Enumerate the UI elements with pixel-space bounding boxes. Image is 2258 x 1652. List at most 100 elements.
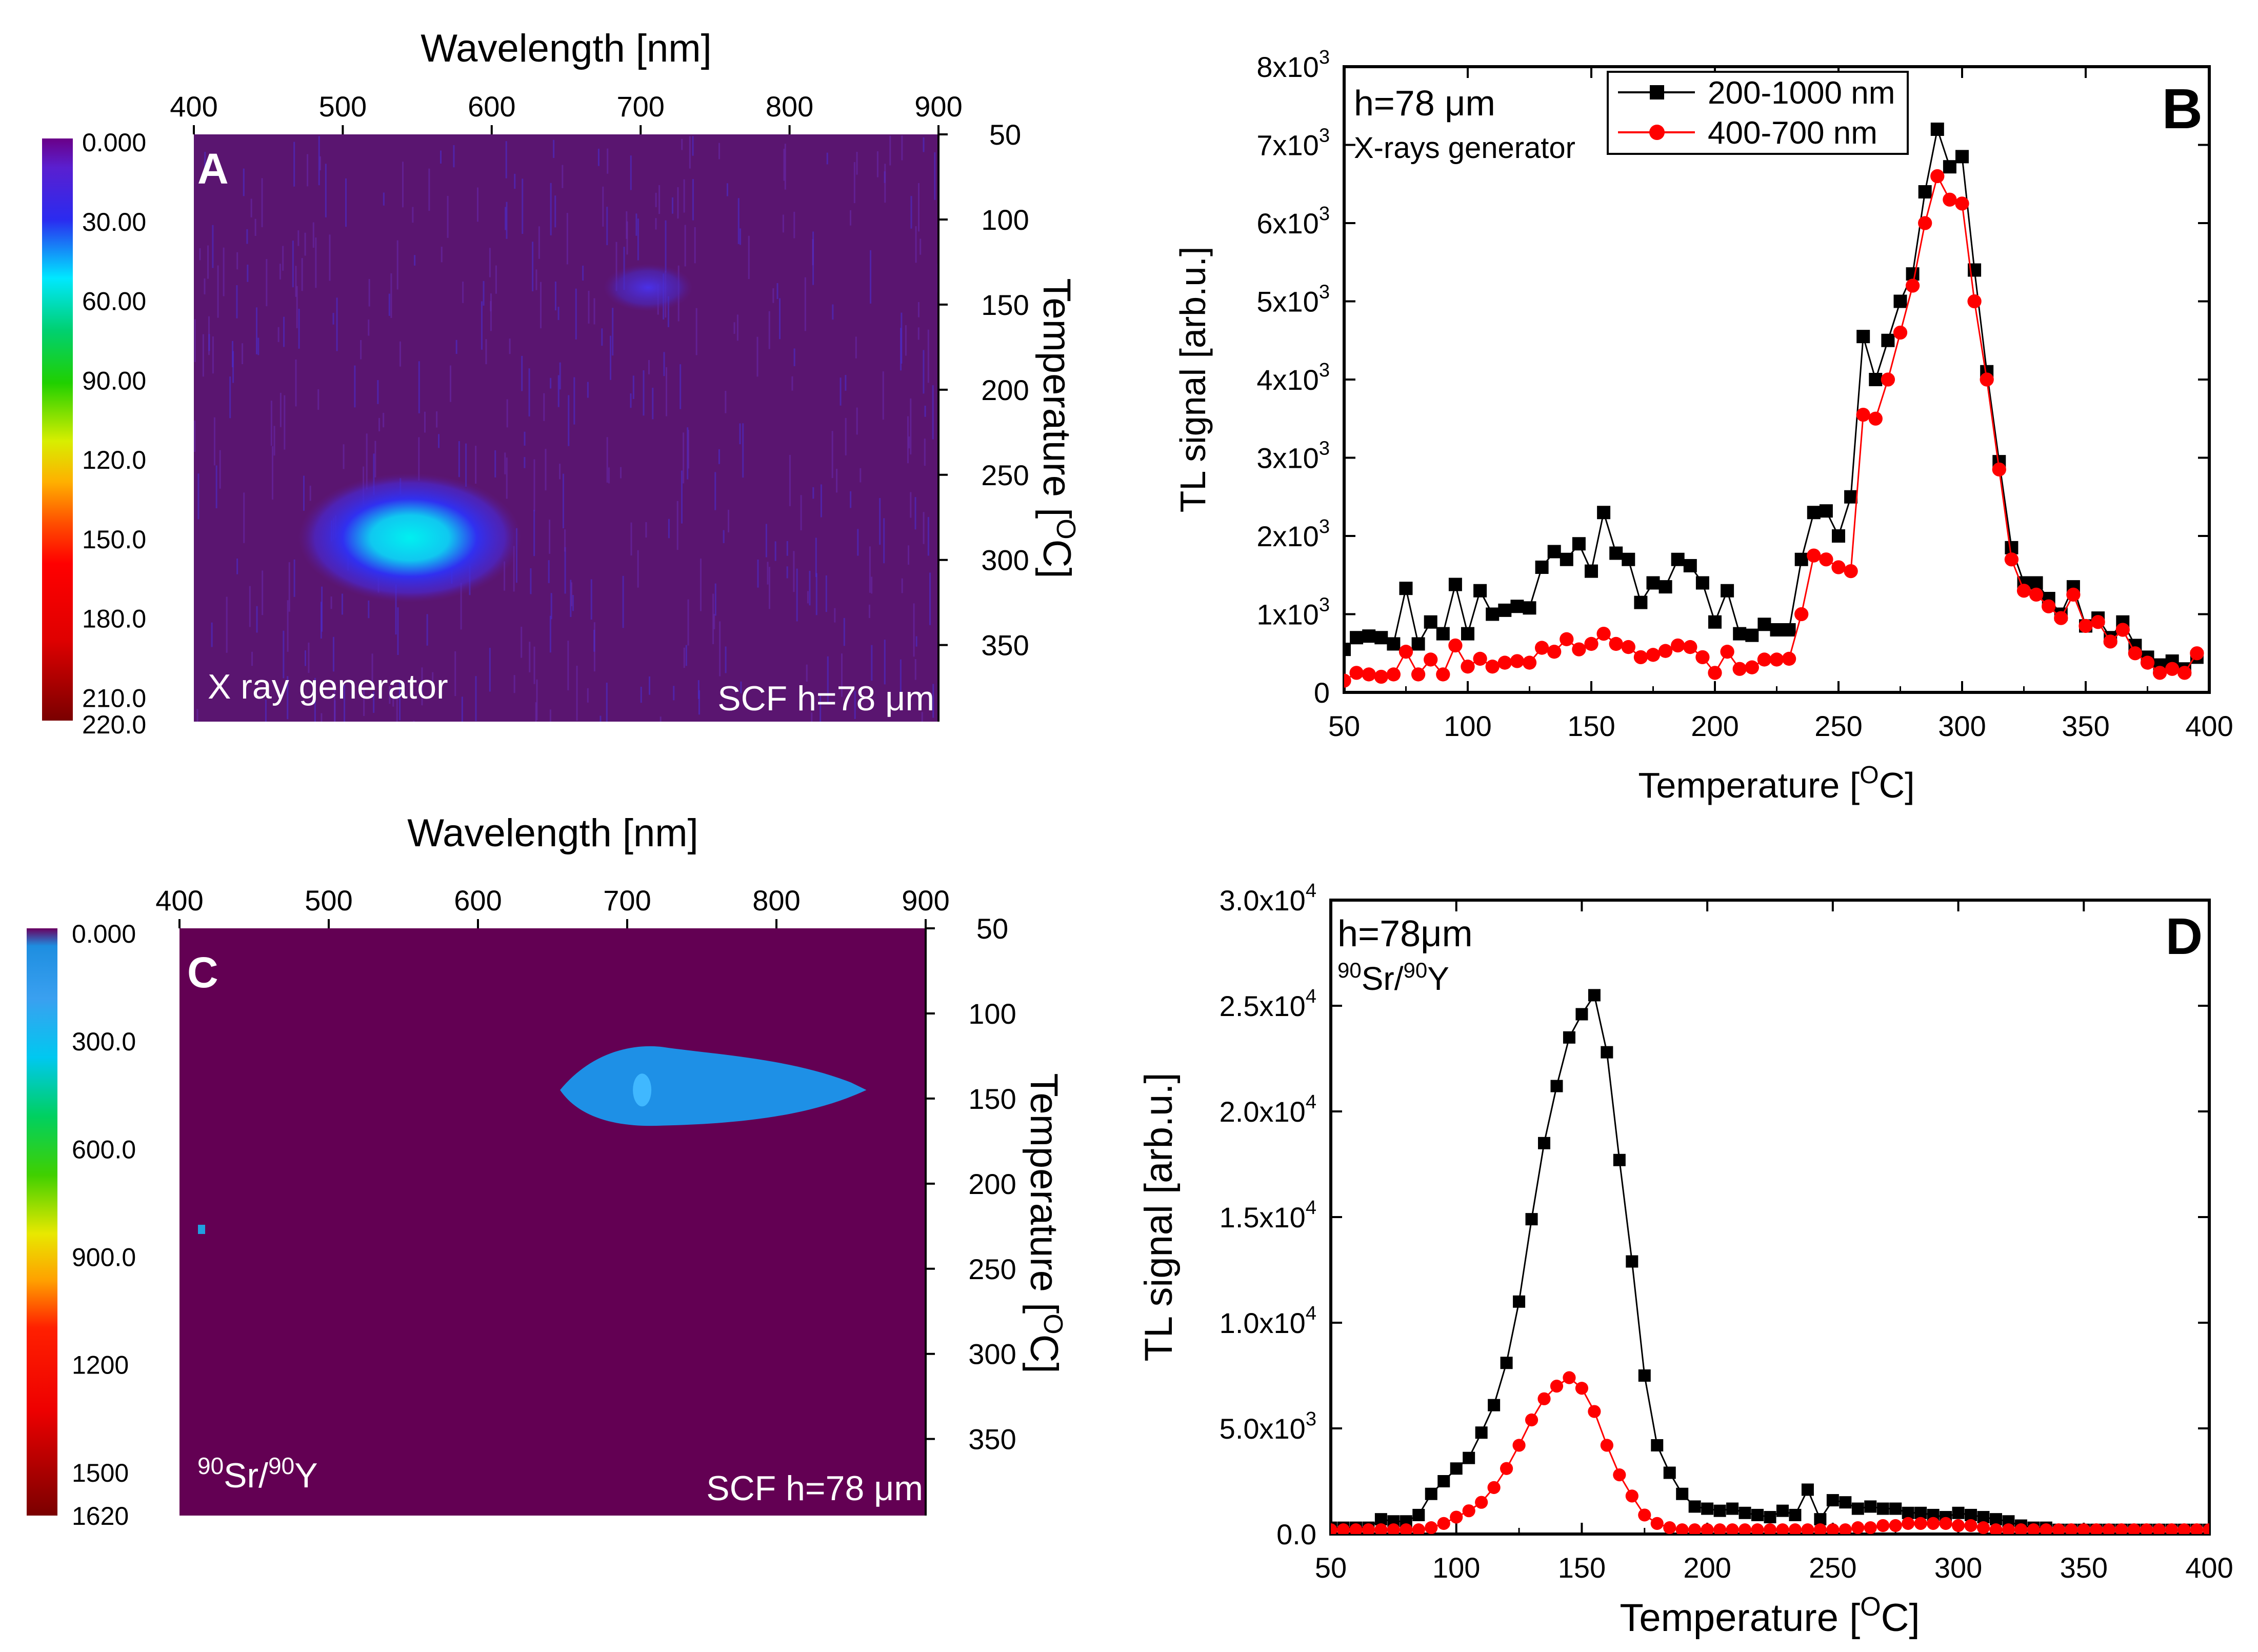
noise-streak	[273, 426, 275, 456]
y-tick-mantissa: 2.5x10	[1220, 990, 1306, 1022]
noise-streak	[793, 551, 795, 592]
data-point-circle	[1782, 651, 1796, 666]
y-tick-label: 0	[1314, 676, 1330, 709]
noise-streak	[428, 168, 430, 211]
y-tick-mantissa: 1.5x10	[1220, 1201, 1306, 1233]
panel-c-colorbar-labels: 0.000 300.0 600.0 900.0 1200 1500 1620	[72, 920, 136, 1530]
panel-c-speck	[198, 1225, 205, 1234]
x-tick-label: 700	[616, 90, 664, 123]
noise-streak	[476, 187, 478, 222]
noise-streak	[719, 621, 721, 676]
panel-b-annotation-2: X-rays generator	[1354, 131, 1575, 165]
noise-streak	[462, 281, 464, 303]
data-point-circle	[1425, 1521, 1438, 1534]
series-line-0	[1331, 993, 2209, 1531]
data-point-circle	[1914, 1517, 1927, 1530]
data-point-circle	[1575, 1382, 1589, 1395]
noise-streak	[924, 405, 926, 417]
data-point-circle	[1683, 640, 1697, 654]
noise-streak	[426, 614, 428, 646]
noise-streak	[399, 341, 401, 367]
noise-streak	[298, 309, 300, 349]
noise-streak	[373, 453, 375, 495]
noise-streak	[440, 150, 442, 164]
noise-streak	[850, 491, 852, 508]
noise-streak	[856, 152, 858, 175]
noise-streak	[632, 375, 634, 399]
noise-streak	[854, 691, 856, 719]
legend-marker	[1649, 125, 1665, 140]
data-point-circle	[1738, 1523, 1752, 1534]
colorbar-label: 60.00	[82, 287, 146, 316]
noise-streak	[341, 593, 343, 615]
noise-streak	[524, 457, 526, 468]
noise-streak	[212, 225, 214, 268]
noise-streak	[458, 441, 460, 477]
colorbar-label: 210.0	[82, 684, 146, 712]
data-point-square	[2005, 541, 2019, 554]
noise-streak	[505, 141, 507, 178]
y-tick-mantissa: 5.0x10	[1220, 1412, 1306, 1445]
data-point-circle	[1992, 462, 2006, 477]
noise-streak	[910, 196, 912, 229]
data-point-circle	[2027, 1523, 2040, 1534]
noise-streak	[883, 518, 885, 564]
noise-streak	[533, 510, 535, 556]
noise-streak	[312, 222, 314, 248]
data-point-square	[1721, 584, 1734, 598]
data-point-square	[1424, 615, 1437, 629]
noise-streak	[593, 298, 595, 325]
noise-streak	[927, 329, 929, 383]
data-point-circle	[1584, 636, 1598, 651]
noise-streak	[197, 473, 199, 520]
noise-streak	[692, 136, 694, 156]
panel-c-heatmap: Wavelength [nm] 400 500 600 700 800 900 50 100…	[27, 811, 1068, 1530]
data-point-square	[1683, 559, 1697, 572]
noise-streak	[660, 716, 662, 722]
noise-streak	[243, 168, 245, 196]
noise-streak	[692, 179, 694, 221]
noise-streak	[325, 164, 327, 217]
noise-streak	[622, 575, 624, 628]
noise-streak	[249, 586, 251, 627]
noise-streak	[834, 608, 836, 623]
data-point-square	[1463, 1451, 1475, 1464]
data-point-circle	[2066, 587, 2081, 602]
noise-streak	[652, 388, 654, 420]
data-point-square	[1751, 1508, 1764, 1521]
noise-streak	[475, 446, 477, 484]
panel-d-xlabel: Temperature [OC]	[1620, 1592, 1920, 1640]
noise-streak	[884, 164, 886, 203]
noise-streak	[194, 420, 196, 452]
noise-streak	[314, 678, 316, 722]
noise-streak	[905, 325, 907, 356]
data-point-circle	[2004, 552, 2019, 567]
colorbar-label: 1620	[72, 1502, 129, 1530]
noise-streak	[354, 365, 356, 408]
data-point-square	[1651, 1439, 1664, 1451]
data-point-circle	[1658, 644, 1673, 658]
data-point-circle	[1560, 632, 1574, 646]
data-point-circle	[1893, 325, 1908, 340]
y-tick-label: 150	[968, 1083, 1016, 1115]
noise-streak	[712, 593, 714, 644]
noise-streak	[392, 696, 394, 707]
noise-streak	[318, 136, 320, 186]
data-point-circle	[1621, 640, 1635, 654]
noise-streak	[284, 395, 286, 450]
data-point-circle	[1794, 607, 1809, 622]
data-point-circle	[1600, 1439, 1613, 1452]
noise-streak	[825, 575, 827, 612]
data-point-circle	[1856, 407, 1870, 422]
noise-streak	[207, 245, 209, 279]
data-point-circle	[1701, 1523, 1714, 1534]
noise-streak	[251, 651, 253, 666]
data-point-circle	[1400, 1523, 1413, 1534]
data-point-square	[1374, 631, 1388, 645]
noise-streak	[635, 213, 637, 236]
noise-streak	[265, 699, 267, 722]
noise-streak	[521, 355, 523, 391]
data-point-circle	[1450, 1510, 1463, 1524]
noise-streak	[317, 389, 319, 410]
noise-streak	[296, 286, 298, 328]
